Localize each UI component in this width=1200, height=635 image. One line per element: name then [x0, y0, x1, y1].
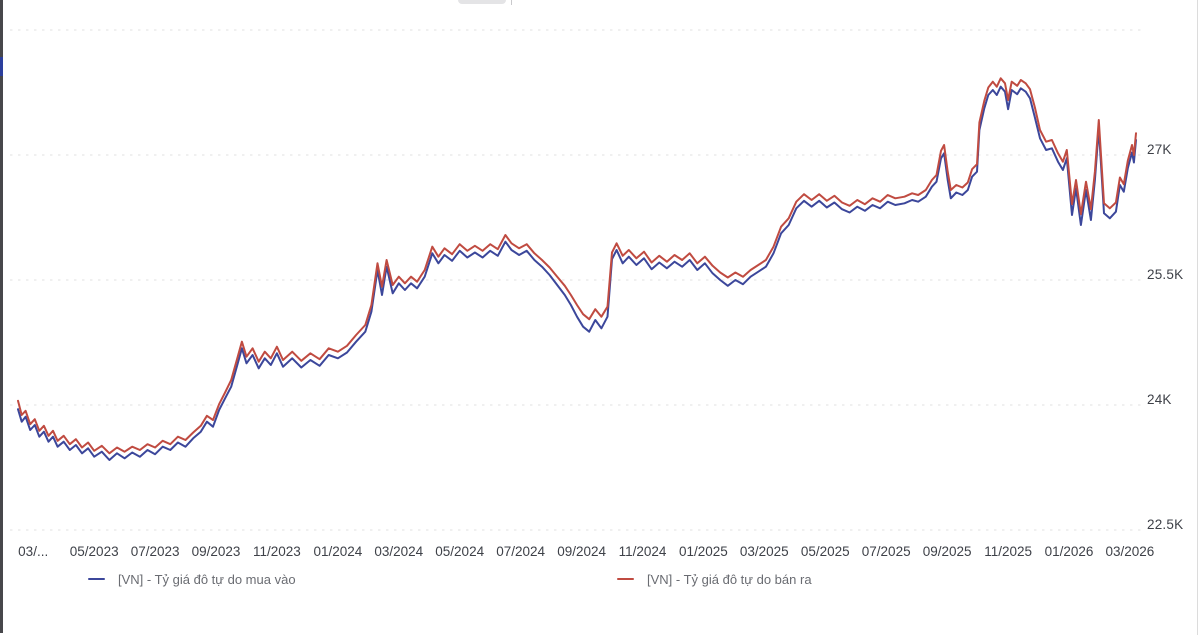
x-tick-01/2025: 01/2025 [678, 544, 728, 559]
x-tick-07/2025: 07/2025 [861, 544, 911, 559]
x-tick-05/2024: 05/2024 [435, 544, 485, 559]
x-tick-11/2025: 11/2025 [984, 544, 1032, 559]
x-tick-01/2024: 01/2024 [313, 544, 363, 559]
x-tick-05/2025: 05/2025 [800, 544, 850, 559]
legend-swatch-sell-icon [617, 577, 634, 581]
cropped-toolbar-tick [511, 0, 512, 5]
x-tick-09/2025: 09/2025 [922, 544, 972, 559]
window-right-border [1197, 0, 1198, 635]
x-tick-03/2025: 03/2025 [739, 544, 789, 559]
legend-label-buy: [VN] - Tỷ giá đô tự do mua vào [118, 571, 296, 587]
x-tick-09/2023: 09/2023 [191, 544, 241, 559]
x-tick-01/2026: 01/2026 [1044, 544, 1094, 559]
x-tick-03/...: 03/... [18, 544, 49, 559]
y-tick-25.5K: 25.5K [1147, 267, 1184, 282]
x-tick-11/2023: 11/2023 [252, 544, 301, 559]
x-tick-03/2026: 03/2026 [1105, 544, 1155, 559]
series-line-sell[interactable] [17, 77, 1137, 455]
x-tick-11/2024: 11/2024 [618, 544, 667, 559]
x-tick-05/2023: 05/2023 [69, 544, 119, 559]
x-tick-09/2024: 09/2024 [557, 544, 606, 559]
cropped-toolbar-artifact [458, 0, 506, 4]
chart-legend: [VN] - Tỷ giá đô tự do mua vào [VN] - Tỷ… [0, 569, 1200, 589]
y-tick-27K: 27K [1147, 142, 1172, 157]
left-border-accent [0, 57, 3, 76]
series-line-buy[interactable] [17, 85, 1137, 461]
legend-item-buy[interactable]: [VN] - Tỷ giá đô tự do mua vào [88, 569, 296, 589]
legend-swatch-buy-icon [88, 577, 105, 581]
window-left-border [0, 0, 3, 633]
y-tick-22.5K: 22.5K [1147, 517, 1184, 532]
x-tick-03/2024: 03/2024 [374, 544, 424, 559]
x-tick-07/2023: 07/2023 [130, 544, 180, 559]
legend-label-sell: [VN] - Tỷ giá đô tự do bán ra [647, 571, 812, 587]
y-tick-24K: 24K [1147, 392, 1172, 407]
legend-item-sell[interactable]: [VN] - Tỷ giá đô tự do bán ra [617, 569, 812, 589]
x-tick-07/2024: 07/2024 [496, 544, 545, 559]
